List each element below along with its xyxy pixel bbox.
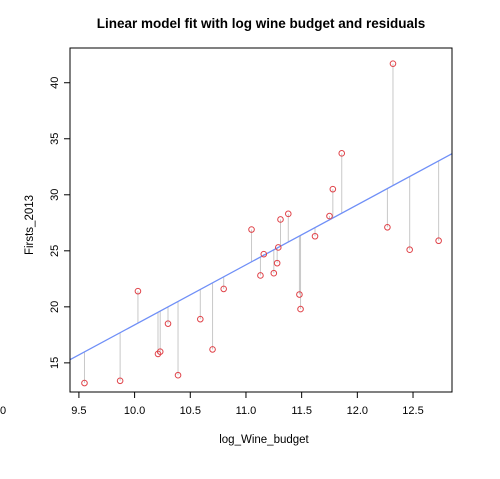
data-point [389,60,397,67]
x-tick-label: 12.0 [347,405,368,417]
edge-label: 0 [0,405,6,417]
data-point [274,244,282,251]
data-point [311,232,319,240]
data-point [338,150,346,157]
data-point [116,377,124,385]
y-axis-label: Firsts_2013 [24,195,36,255]
data-point [284,210,292,218]
x-axis-label: log_Wine_budget [219,434,309,446]
residuals-group [83,63,440,384]
y-tick-label: 25 [49,245,61,257]
x-tick-label: 9.5 [71,405,86,417]
data-point [164,320,172,327]
data-point [134,287,142,295]
data-point [197,315,204,323]
data-point [257,272,264,279]
y-tick-label: 35 [49,133,61,145]
chart-title: Linear model fit with log wine budget an… [97,16,426,31]
data-point [220,285,227,293]
data-point [277,216,284,223]
data-point [329,185,337,193]
x-tick-label: 11.5 [291,405,312,417]
x-tick-label: 10.0 [124,405,145,417]
data-point [273,259,281,267]
x-tick-label: 10.5 [180,405,201,417]
data-point [270,269,278,277]
data-point [260,250,268,258]
plot-frame [69,47,453,393]
fit-line [69,153,453,361]
data-point [297,305,304,313]
y-tick-label: 30 [49,189,61,201]
data-point [248,226,255,233]
data-point [154,350,162,358]
data-point [435,237,442,245]
y-tick-label: 15 [49,357,61,369]
data-point [296,291,303,298]
y-tick-label: 20 [49,301,61,313]
data-point [406,246,413,253]
x-tick-label: 12.5 [402,405,423,417]
points-group [81,60,442,387]
data-point [81,379,88,387]
x-axis: 9.5 10.0 10.5 11.0 11.5 12.0 12.5 [71,392,424,417]
data-point [209,346,216,353]
x-tick-label: 11.0 [236,405,257,417]
y-tick-label: 40 [49,77,61,89]
data-point [326,212,333,220]
y-axis: 15 20 25 30 35 40 [49,77,70,369]
data-point [156,348,164,355]
data-point [384,223,391,231]
data-point [174,371,182,379]
